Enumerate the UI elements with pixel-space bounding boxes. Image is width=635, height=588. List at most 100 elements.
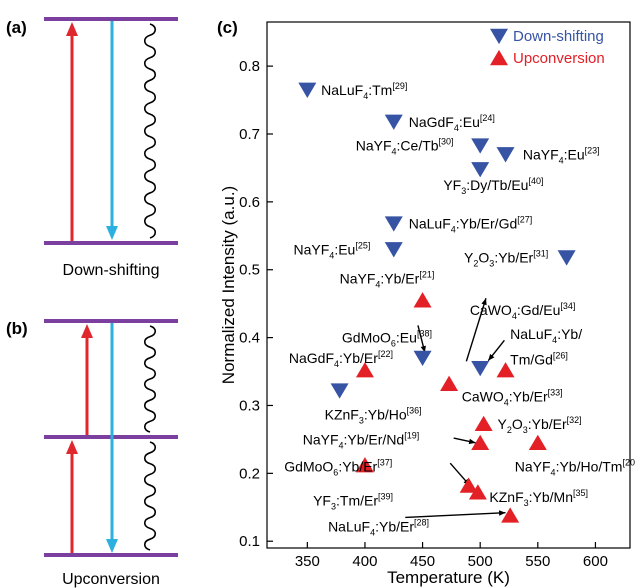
point-label-part: NaLuF (328, 518, 370, 534)
down-shifting-point (384, 216, 403, 232)
y-tick-label: 0.7 (239, 126, 260, 143)
point-label-part: :Eu (459, 114, 480, 130)
point-label-part: [20] (622, 458, 635, 468)
point-label: NaLuF4:Yb/Er/Gd[27] (409, 215, 533, 235)
point-label-part: 4 (392, 147, 397, 157)
point-label: YF3:Dy/Tb/Eu[40] (443, 176, 543, 196)
down-shifting-point (298, 82, 317, 98)
y-tick-label: 0.3 (239, 397, 260, 414)
point-label-part: YF (443, 177, 461, 193)
point-label-part: :Tm/Er (336, 492, 378, 508)
point-label-part: [29] (392, 81, 407, 91)
point-label-part: [32] (567, 415, 582, 425)
down-shifting-point (496, 147, 515, 163)
point-label: NaYF4:Yb/Er/Nd[19] (303, 430, 420, 450)
annotation-arrow (405, 512, 506, 519)
point-label-part: 4 (339, 440, 344, 450)
point-label-part: :Yb/Er (494, 250, 533, 266)
point-label-part: 3 (489, 259, 494, 269)
nonradiative-relaxation-upper (143, 325, 157, 433)
upconversion-point (496, 362, 515, 378)
point-label-part: [34] (560, 301, 575, 311)
scatter-chart: 350 400 450 500 550 600 0.1 0.2 0.3 0.4 0.5 0.6 0.7… (219, 21, 635, 587)
point-label-part: 2 (507, 425, 512, 435)
point-label-part: NaYF (294, 241, 330, 257)
point-label-part: [39] (378, 491, 393, 501)
upconversion-point (501, 507, 520, 523)
point-label: NaLuF4:Tm[29] (321, 81, 407, 101)
point-label: CaWO4:Gd/Eu[34] (470, 301, 576, 321)
point-label-part: [19] (404, 430, 419, 440)
point-label-part: 3 (331, 501, 336, 511)
point-label-part: 3 (524, 498, 529, 508)
x-tick-label: 400 (352, 553, 377, 570)
point-label-part: [40] (528, 176, 543, 186)
upconversion-emission-arrowhead (106, 539, 118, 553)
x-tick-label: 450 (410, 553, 435, 570)
point-label-part: 4 (370, 527, 375, 537)
point-label-part: O (512, 416, 523, 432)
point-label-part: :Yb/Er (339, 350, 378, 366)
down-shifting-diagram (44, 17, 178, 245)
point-label: Y2O3:Yb/Er[32] (497, 415, 581, 435)
point-label-part: :Tm (368, 82, 392, 98)
annotation-arrowhead (488, 353, 495, 361)
point-label: NaLuF4:Yb/Er[28] (328, 517, 429, 537)
point-label-part: :Yb/Er/Nd (344, 431, 405, 447)
point-label-part: 4 (551, 468, 556, 478)
point-label-part: NaGdF (409, 114, 454, 130)
point-label-part: NaLuF (409, 216, 451, 232)
y-tick-label: 0.8 (239, 58, 260, 75)
point-label-part: 4 (504, 398, 509, 408)
point-label-part: KZnF (489, 489, 523, 505)
point-label-part: Tm/Gd (510, 351, 553, 367)
point-label-part: [37] (377, 458, 392, 468)
point-label: YF3:Tm/Er[39] (313, 491, 393, 511)
plot-frame (266, 21, 631, 549)
annotation-arrowhead (498, 510, 506, 516)
point-label: Tm/Gd[26] (510, 350, 568, 367)
point-label: NaGdF4:Eu[24] (409, 113, 495, 133)
y-tick-label: 0.6 (239, 194, 260, 211)
point-label-part: :Eu (396, 330, 417, 346)
legend-label-down-shifting: Down-shifting (513, 28, 604, 45)
point-label-part: [35] (573, 488, 588, 498)
upconversion-point (474, 415, 493, 431)
point-label-part: :Gd/Eu (517, 302, 561, 318)
point-label: KZnF3:Yb/Mn[35] (489, 488, 588, 508)
upconversion-point (528, 434, 547, 450)
point-label-part: 4 (375, 280, 380, 290)
point-label: Y2O3:Yb/Er[31] (464, 249, 548, 269)
point-label-part: 2 (473, 259, 478, 269)
y-axis: 0.1 0.2 0.3 0.4 0.5 0.6 0.7 0.8 (239, 58, 273, 550)
point-label-part: :Yb/Er (338, 459, 377, 475)
diagram-a-caption: Down-shifting (63, 262, 160, 279)
point-label-part: CaWO (470, 302, 512, 318)
second-excitation-arrowhead (81, 324, 93, 338)
point-label-part: NaGdF (289, 350, 334, 366)
upconversion-point (440, 375, 459, 391)
point-label-part: :Yb/Er (375, 518, 414, 534)
x-axis: 350 400 450 500 550 600 (295, 542, 608, 570)
point-label-part: NaYF (356, 138, 392, 154)
down-shifting-point (384, 114, 403, 130)
point-label-part: NaYF (303, 431, 339, 447)
upconversion-point (355, 457, 374, 473)
point-label-part: Y (497, 416, 507, 432)
annotation-arrow (465, 298, 487, 362)
nonradiative-relaxation (143, 23, 157, 239)
point-label-part: [28] (414, 517, 429, 527)
x-tick-label: 500 (468, 553, 493, 570)
down-shifting-point (471, 162, 490, 178)
emission-arrowhead (106, 226, 118, 240)
annotation-arrowhead (481, 298, 487, 306)
point-label-part: [38] (417, 329, 432, 339)
point-label-part: 4 (451, 225, 456, 235)
down-shifting-point (384, 242, 403, 258)
point-label-part: :Ce/Tb (397, 138, 439, 154)
point-label: NaYF4:Eu[25] (294, 240, 371, 260)
point-label-part: Y (464, 250, 474, 266)
point-label: GdMoO6:Yb/Er[37] (284, 458, 392, 478)
point-label-part: NaYF (523, 146, 559, 162)
